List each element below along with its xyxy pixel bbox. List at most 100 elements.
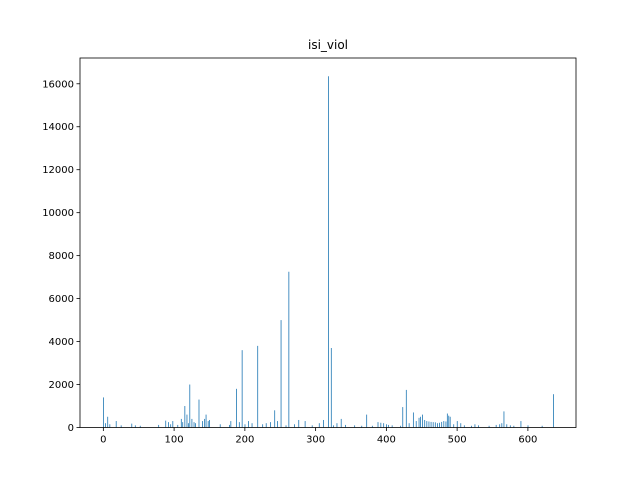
- bar: [107, 416, 109, 428]
- bar: [428, 421, 430, 428]
- bar: [430, 421, 432, 428]
- y-tick-label: 2000: [49, 380, 74, 391]
- bar: [277, 421, 278, 428]
- bar: [248, 421, 249, 428]
- bar: [105, 423, 106, 428]
- bar: [463, 425, 465, 428]
- bar: [131, 423, 133, 428]
- y-tick-label: 10000: [42, 208, 74, 219]
- bar: [323, 419, 324, 428]
- bar: [204, 418, 206, 428]
- bar: [294, 424, 295, 428]
- bar: [189, 384, 191, 428]
- bar: [115, 421, 117, 428]
- bar: [405, 389, 407, 428]
- bar: [257, 345, 259, 428]
- bar: [420, 416, 421, 428]
- bar: [391, 425, 393, 428]
- bar: [139, 425, 141, 428]
- bar: [198, 399, 200, 428]
- bar: [437, 423, 438, 428]
- bar: [445, 421, 447, 428]
- bar: [506, 424, 508, 428]
- bar: [553, 394, 554, 428]
- bar: [120, 425, 122, 428]
- plot-frame: [79, 57, 577, 428]
- bar: [495, 424, 497, 428]
- bar: [412, 412, 414, 428]
- y-tick-label: 8000: [49, 251, 74, 262]
- bar: [280, 320, 282, 428]
- bar: [134, 425, 136, 428]
- bar: [499, 424, 501, 428]
- bar: [383, 423, 385, 428]
- y-tick-label: 16000: [42, 79, 74, 90]
- bar: [380, 422, 382, 428]
- bar: [513, 425, 515, 428]
- bar: [474, 424, 476, 428]
- bar: [202, 421, 203, 428]
- bar: [191, 418, 193, 428]
- bar: [448, 415, 450, 428]
- bar: [182, 422, 184, 428]
- bar: [386, 424, 387, 428]
- bar: [168, 422, 169, 428]
- bar: [262, 424, 264, 428]
- bar: [336, 423, 338, 428]
- bar: [432, 422, 434, 428]
- bar: [207, 421, 209, 428]
- bar: [241, 350, 243, 428]
- bar: [471, 425, 472, 428]
- bar: [446, 413, 448, 428]
- bar: [328, 76, 329, 428]
- bar: [186, 414, 188, 428]
- x-tick-label: 500: [448, 435, 467, 446]
- x-tick-label: 400: [377, 435, 396, 446]
- bar: [195, 423, 196, 428]
- bar: [460, 423, 462, 428]
- bar: [285, 425, 287, 428]
- x-tick-label: 300: [306, 435, 325, 446]
- bar: [366, 414, 368, 428]
- bar: [439, 422, 440, 428]
- bar: [229, 424, 230, 428]
- bar: [172, 421, 174, 428]
- y-axis-ticks: 0 2000 4000 6000 8000 10000 12000 14000 16000: [42, 79, 80, 434]
- bar: [244, 424, 246, 428]
- bar: [230, 421, 232, 428]
- bar: [509, 425, 511, 428]
- bar: [184, 406, 186, 428]
- bar: [158, 424, 160, 428]
- bar: [527, 425, 529, 428]
- bar: [238, 422, 240, 428]
- bar: [426, 421, 428, 428]
- bar: [443, 421, 445, 428]
- bar: [441, 421, 443, 428]
- bar: [236, 388, 237, 428]
- bar: [165, 420, 167, 428]
- y-tick-label: 6000: [49, 294, 74, 305]
- x-tick-label: 100: [165, 435, 184, 446]
- bar: [371, 425, 373, 428]
- bar: [205, 414, 207, 428]
- bar: [170, 424, 172, 428]
- bar: [265, 423, 267, 428]
- bar: [453, 424, 455, 428]
- bar: [422, 414, 423, 428]
- bar: [219, 424, 221, 428]
- x-axis-ticks: 0 100 200 300 400 500 600: [100, 427, 537, 446]
- x-tick-label: 200: [235, 435, 254, 446]
- bar: [415, 421, 417, 428]
- bar: [109, 424, 111, 428]
- bar: [340, 418, 342, 428]
- bar: [377, 422, 379, 428]
- bar: [434, 422, 436, 428]
- bar: [187, 423, 189, 428]
- bar: [449, 416, 451, 428]
- bar: [304, 421, 306, 428]
- bar: [177, 424, 179, 428]
- bar: [333, 425, 334, 428]
- bar: [456, 421, 458, 428]
- x-tick-label: 0: [100, 435, 106, 446]
